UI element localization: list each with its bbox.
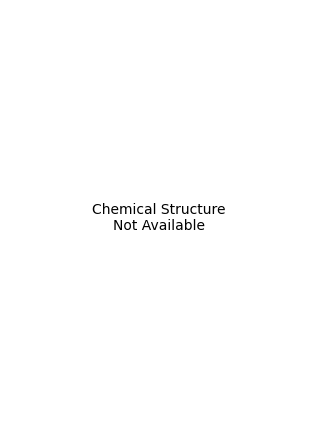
Text: Chemical Structure
Not Available: Chemical Structure Not Available (92, 203, 226, 233)
